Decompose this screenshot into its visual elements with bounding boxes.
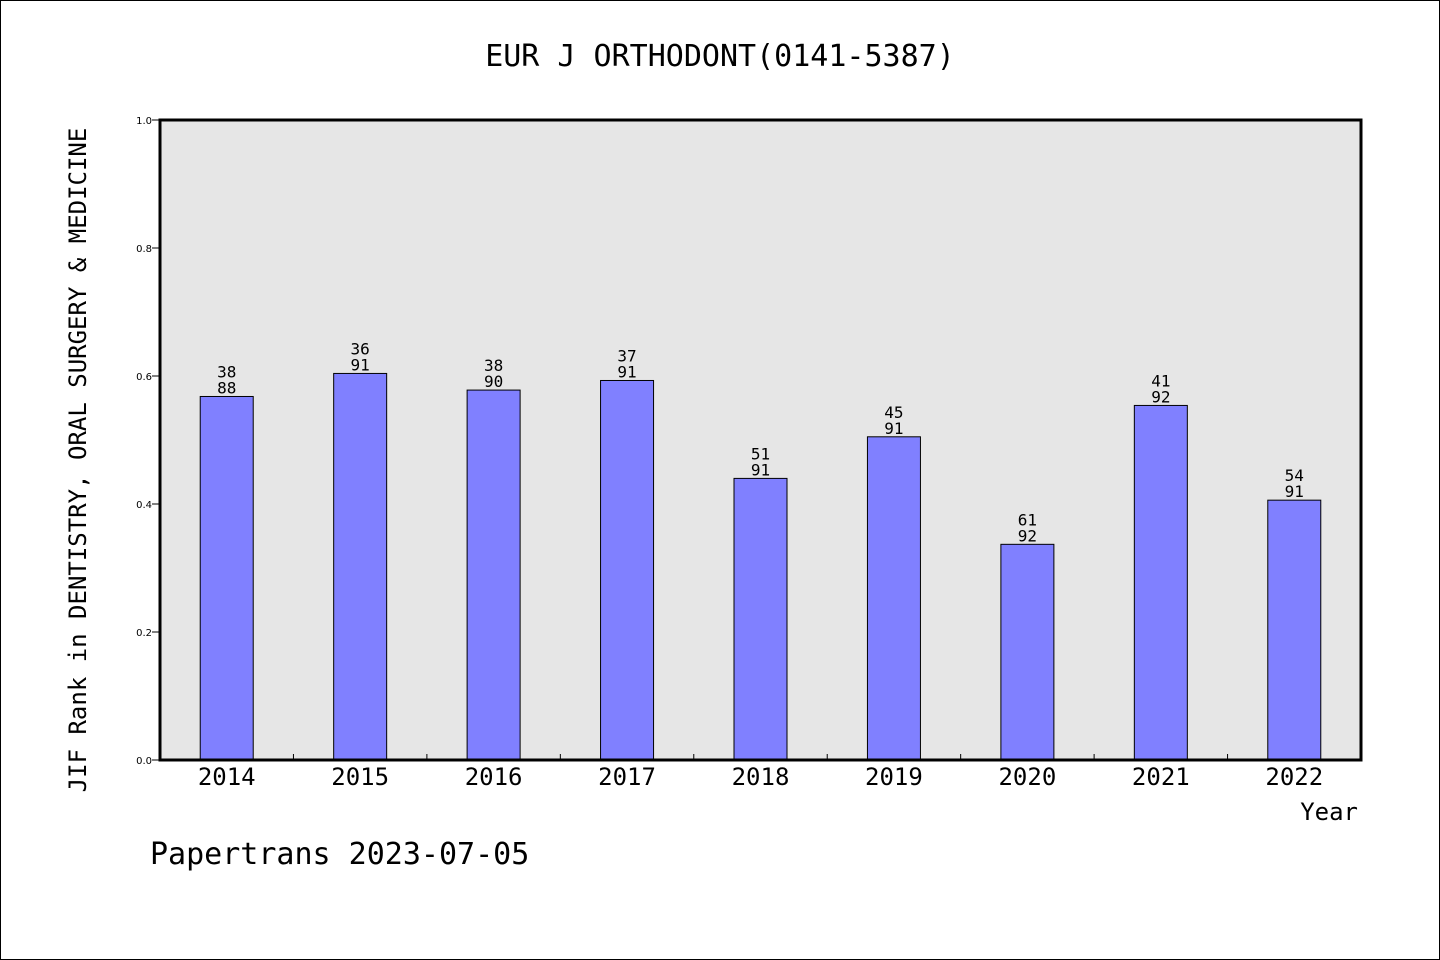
y-tick-label: 0.2 bbox=[136, 628, 152, 639]
bar-rank-label: 51 bbox=[751, 444, 770, 463]
bar-2016 bbox=[466, 389, 521, 761]
bar-rank-label: 38 bbox=[484, 356, 503, 375]
footer-credit: Papertrans 2023-07-05 bbox=[150, 837, 529, 872]
bar-total-label: 92 bbox=[1018, 526, 1037, 545]
bar-total-label: 91 bbox=[884, 419, 903, 438]
x-tick-label: 2016 bbox=[465, 763, 523, 791]
x-tick-label: 2014 bbox=[198, 763, 256, 791]
x-tick-label: 2017 bbox=[598, 763, 656, 791]
plot-border bbox=[158, 118, 1363, 762]
x-axis-ticks: 2014 2015 2016 2017 2018 2019 2020 2021 2022 bbox=[198, 754, 1323, 791]
bar-2019 bbox=[866, 436, 921, 761]
bar-total-label: 90 bbox=[484, 372, 503, 391]
y-axis-label: JIF Rank in DENTISTRY, ORAL SURGERY & ME… bbox=[64, 128, 92, 793]
bar-total-label: 91 bbox=[617, 362, 636, 381]
y-tick-label: 0.0 bbox=[136, 756, 152, 767]
x-axis-label: Year bbox=[1300, 798, 1358, 826]
x-tick-label: 2018 bbox=[732, 763, 790, 791]
bar-rank-label: 36 bbox=[351, 339, 370, 358]
bar-2022 bbox=[1267, 499, 1322, 761]
bar-rank-label: 54 bbox=[1285, 466, 1304, 485]
y-tick-label: 0.6 bbox=[136, 372, 152, 383]
bar-2021 bbox=[1133, 404, 1188, 761]
y-axis-ticks: 0.0 0.2 0.4 0.6 0.8 1.0 bbox=[136, 116, 160, 767]
bar-rank-label: 38 bbox=[217, 362, 236, 381]
bar-rank-label: 41 bbox=[1151, 371, 1170, 390]
bar-total-label: 91 bbox=[1285, 482, 1304, 501]
y-tick-label: 0.8 bbox=[136, 244, 152, 255]
bar-2020 bbox=[1000, 543, 1055, 761]
bar-rank-label: 45 bbox=[884, 403, 903, 422]
x-tick-label: 2021 bbox=[1132, 763, 1190, 791]
bar-total-label: 91 bbox=[751, 460, 770, 479]
bar-2018 bbox=[733, 477, 788, 761]
bar-total-label: 92 bbox=[1151, 387, 1170, 406]
x-tick-label: 2020 bbox=[998, 763, 1056, 791]
bar-2015 bbox=[333, 372, 388, 761]
bar-2017 bbox=[600, 379, 655, 761]
bar-total-label: 91 bbox=[351, 355, 370, 374]
x-tick-label: 2019 bbox=[865, 763, 923, 791]
bar-rank-label: 61 bbox=[1018, 510, 1037, 529]
y-tick-label: 1.0 bbox=[136, 116, 152, 127]
x-tick-label: 2015 bbox=[331, 763, 389, 791]
bars-group bbox=[199, 372, 1322, 761]
bar-total-label: 88 bbox=[217, 378, 236, 397]
y-tick-label: 0.4 bbox=[136, 500, 152, 511]
bar-2014 bbox=[199, 395, 254, 761]
x-tick-label: 2022 bbox=[1265, 763, 1323, 791]
chart-title: EUR J ORTHODONT(0141-5387) bbox=[485, 39, 955, 74]
bar-rank-label: 37 bbox=[617, 346, 636, 365]
